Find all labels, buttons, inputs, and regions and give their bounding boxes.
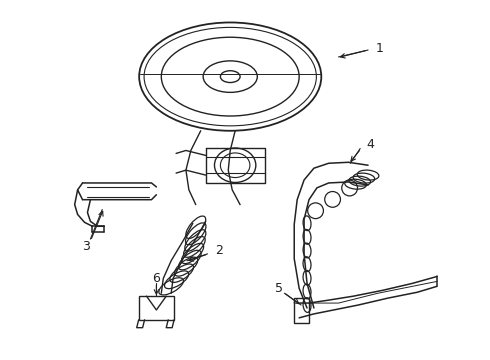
Text: 1: 1 [376,41,384,55]
Text: 3: 3 [82,240,91,253]
Text: 5: 5 [275,282,283,295]
Text: 6: 6 [152,272,160,285]
Text: 4: 4 [366,138,374,151]
Text: 2: 2 [216,244,223,257]
